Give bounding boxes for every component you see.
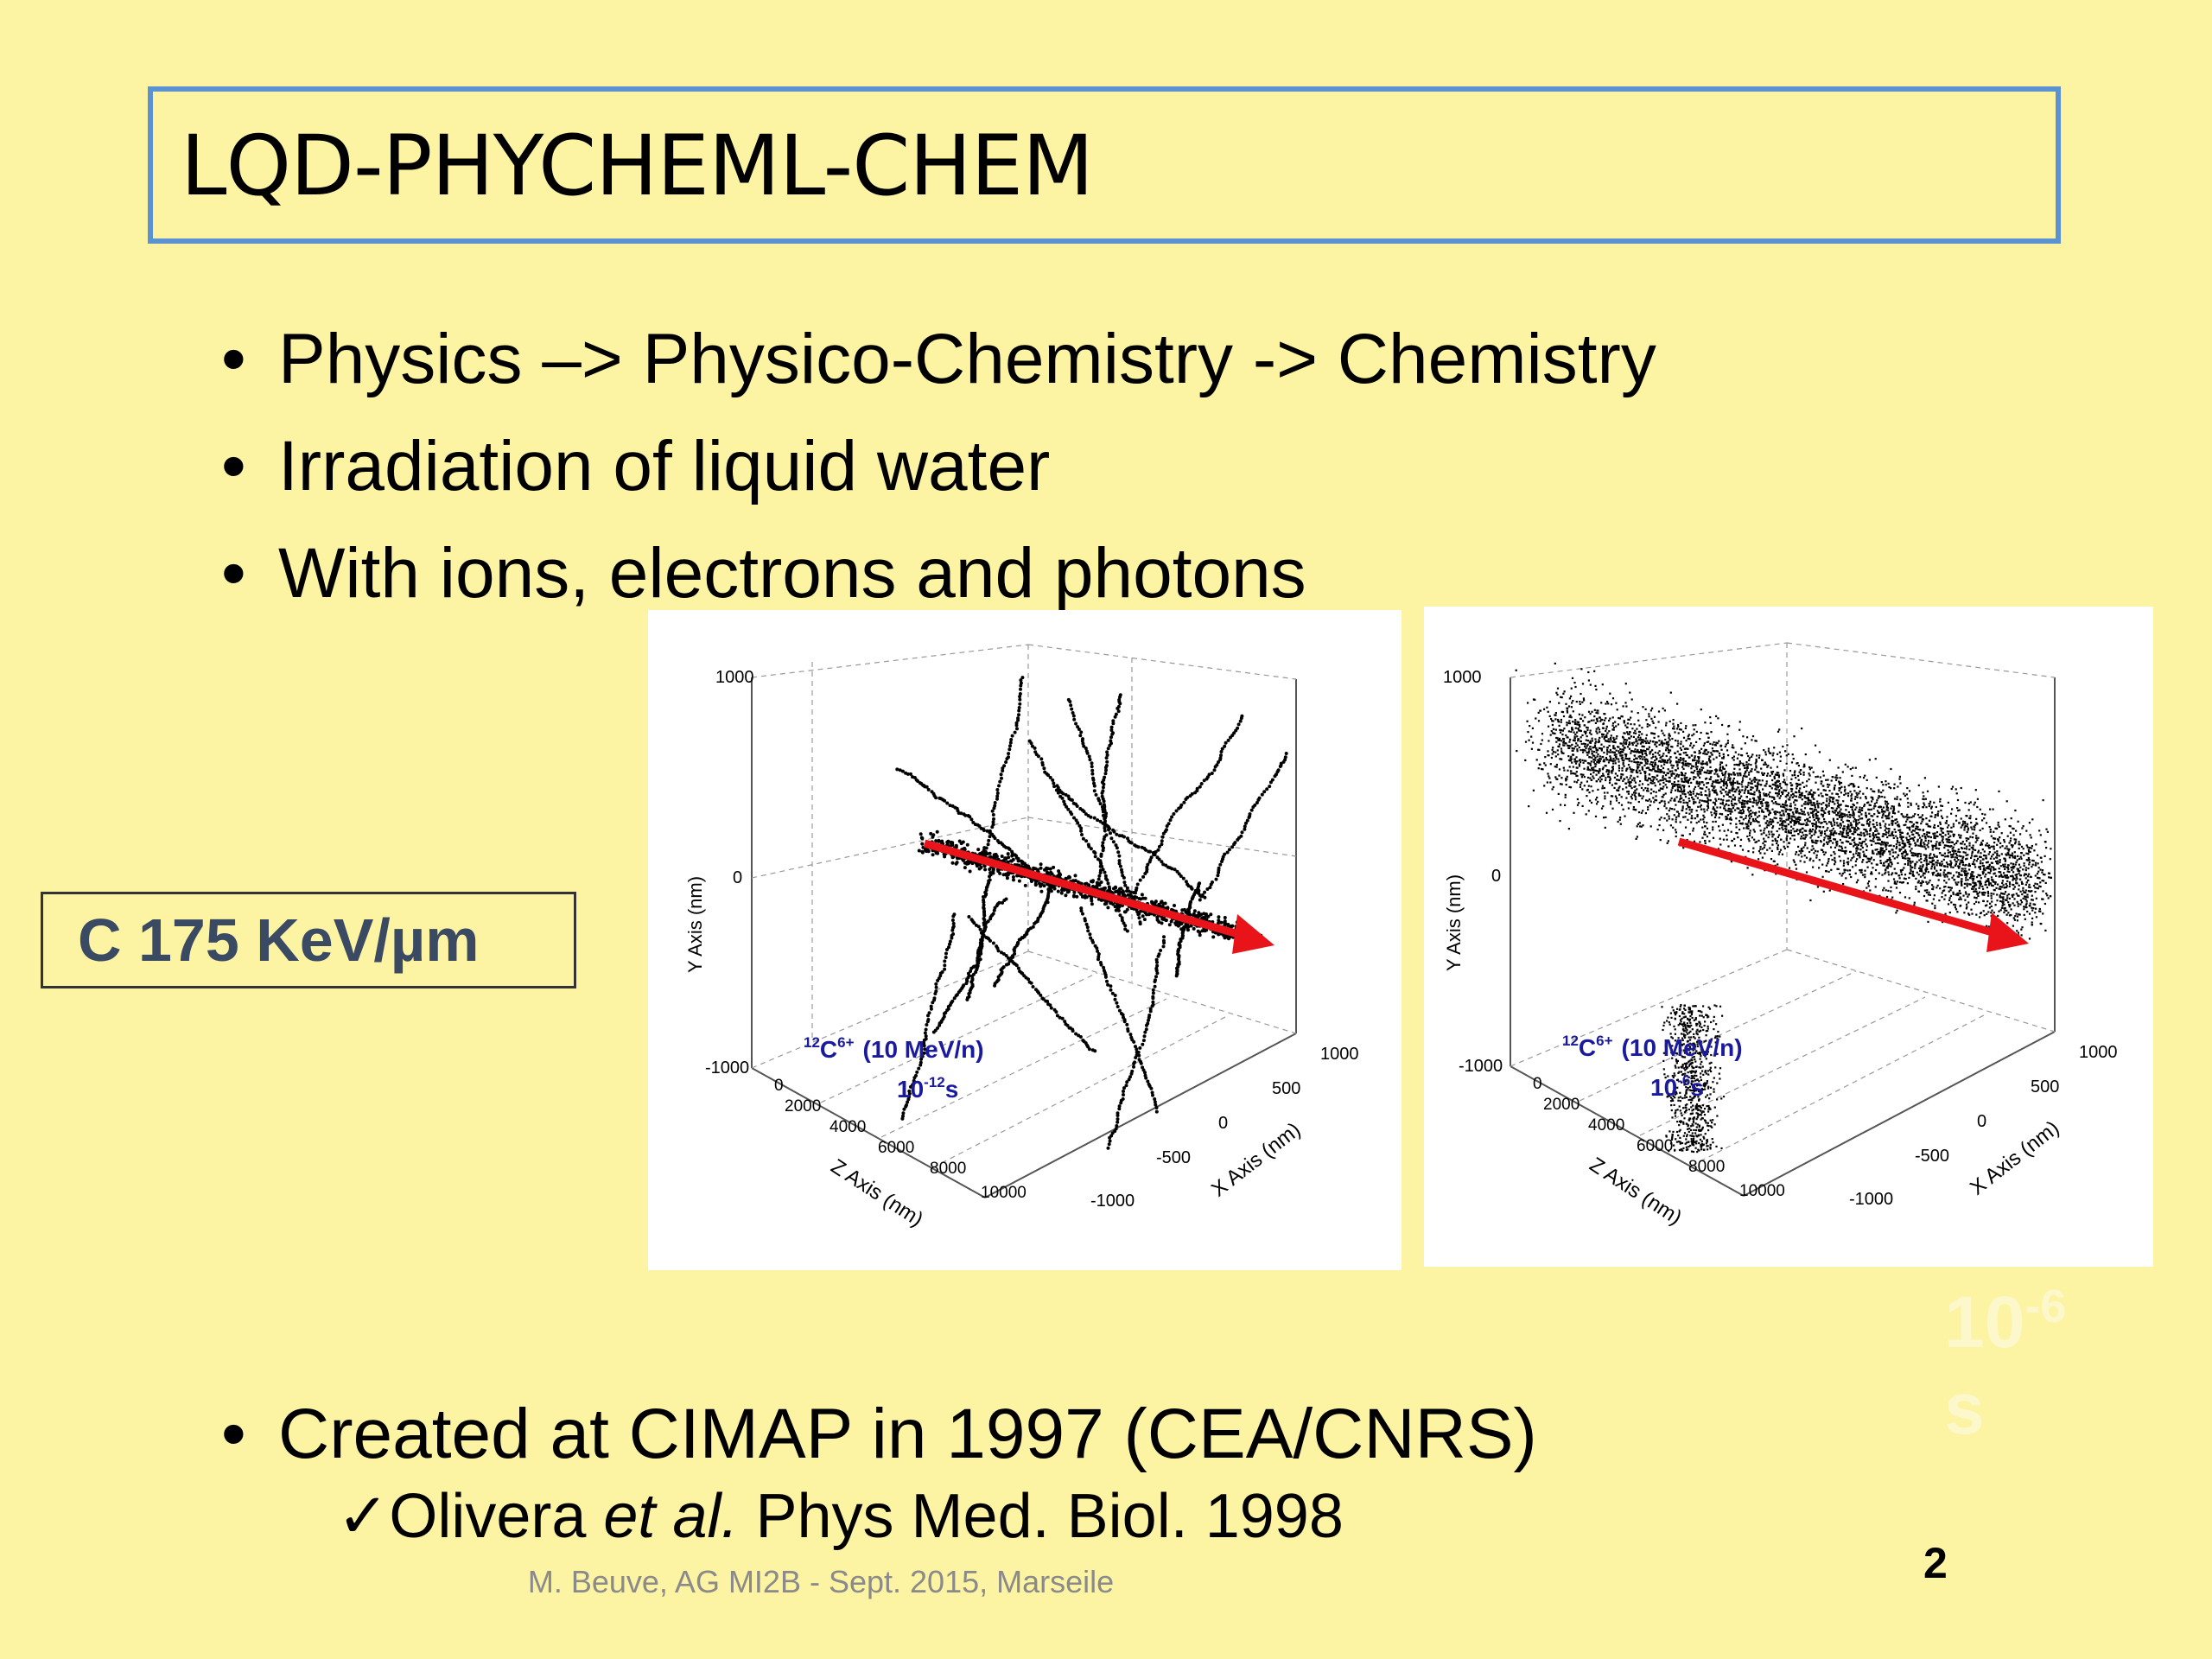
scatter-points bbox=[1515, 662, 2052, 1154]
ref-journal: Phys Med. Biol. 1998 bbox=[738, 1482, 1344, 1551]
z-tick: 8000 bbox=[1688, 1158, 1725, 1176]
faded-time-exponent: -6 bbox=[2024, 1281, 2067, 1332]
ion-charge: 6+ bbox=[1596, 1033, 1612, 1049]
bullet-3: • With ions, electrons and photons bbox=[221, 531, 1306, 617]
let-label-box: C 175 KeV/µm bbox=[41, 892, 576, 988]
reference-sub-bullet: ✓Olivera et al. Phys Med. Biol. 1998 bbox=[337, 1478, 1344, 1555]
y-axis-label: Y Axis (nm) bbox=[1443, 874, 1465, 971]
faded-time-unit: s bbox=[1944, 1368, 1985, 1449]
ion-charge: 6+ bbox=[837, 1034, 854, 1051]
y-tick: 0 bbox=[1491, 867, 1501, 886]
z-tick: 2000 bbox=[1543, 1096, 1580, 1114]
x-tick: 1000 bbox=[1320, 1045, 1359, 1064]
bullet-4: • Created at CIMAP in 1997 (CEA/CNRS) bbox=[221, 1391, 1537, 1478]
z-tick: 6000 bbox=[1637, 1137, 1673, 1155]
x-tick: -500 bbox=[1915, 1147, 1949, 1166]
bullet-dot: • bbox=[221, 427, 246, 505]
bullet-text: Physics –> Physico-Chemistry -> Chemistr… bbox=[278, 320, 1656, 398]
z-tick: 10000 bbox=[981, 1184, 1027, 1202]
x-tick: 500 bbox=[1272, 1079, 1300, 1098]
y-tick: 1000 bbox=[715, 668, 754, 687]
time-base: 10 bbox=[897, 1076, 924, 1103]
time-exponent: -12 bbox=[924, 1074, 945, 1090]
title-box: LQD-PHYCHEML-CHEM bbox=[148, 86, 2061, 244]
track-plot-1e-12s: 1000 0 -1000 Y Axis (nm) 0 2000 4000 600… bbox=[648, 610, 1402, 1270]
z-tick: 4000 bbox=[1588, 1116, 1624, 1135]
x-tick: -1000 bbox=[1849, 1190, 1893, 1209]
z-tick: 6000 bbox=[878, 1139, 914, 1157]
ion-mass: 12 bbox=[804, 1034, 820, 1051]
ion-mass: 12 bbox=[1562, 1033, 1579, 1049]
time-unit: s bbox=[945, 1076, 959, 1103]
ion-energy: (10 MeV/n) bbox=[1622, 1034, 1743, 1061]
ref-author: Olivera bbox=[389, 1482, 604, 1551]
x-tick: 500 bbox=[2031, 1077, 2059, 1096]
y-tick: 1000 bbox=[1443, 668, 1482, 687]
bullet-text: With ions, electrons and photons bbox=[278, 534, 1306, 613]
x-tick: 0 bbox=[1218, 1114, 1228, 1133]
time-label: 10-6s bbox=[1650, 1072, 1704, 1101]
ion-symbol: C bbox=[820, 1036, 837, 1063]
bullet-1: • Physics –> Physico-Chemistry -> Chemist… bbox=[221, 316, 1656, 403]
y-tick: -1000 bbox=[1459, 1057, 1503, 1076]
ion-label: 12C6+ (10 MeV/n) bbox=[804, 1034, 984, 1063]
ion-label: 12C6+ (10 MeV/n) bbox=[1562, 1033, 1743, 1061]
y-axis-label: Y Axis (nm) bbox=[684, 876, 706, 973]
ion-energy: (10 MeV/n) bbox=[863, 1036, 984, 1063]
plot-svg: 1000 0 -1000 Y Axis (nm) 0 2000 4000 600… bbox=[684, 644, 1359, 1231]
bullet-text: Created at CIMAP in 1997 (CEA/CNRS) bbox=[278, 1395, 1537, 1473]
time-unit: s bbox=[1690, 1074, 1704, 1101]
direction-arrow bbox=[923, 839, 1274, 954]
ion-symbol: C bbox=[1579, 1034, 1596, 1061]
time-label: 10-12s bbox=[897, 1074, 958, 1103]
z-tick: 10000 bbox=[1739, 1182, 1785, 1200]
z-tick: 4000 bbox=[830, 1118, 866, 1136]
slide-title: LQD-PHYCHEML-CHEM bbox=[181, 118, 1094, 214]
bullet-2: • Irradiation of liquid water bbox=[221, 423, 1050, 510]
x-tick: -1000 bbox=[1090, 1192, 1135, 1211]
x-tick: 1000 bbox=[2079, 1043, 2118, 1062]
bullet-dot: • bbox=[221, 1395, 246, 1473]
time-exponent: -6 bbox=[1677, 1072, 1690, 1089]
z-tick: 0 bbox=[1533, 1075, 1542, 1093]
y-tick: 0 bbox=[733, 868, 742, 887]
x-tick: -500 bbox=[1156, 1148, 1191, 1167]
z-axis-label: Z Axis (nm) bbox=[827, 1154, 927, 1231]
z-tick: 0 bbox=[774, 1077, 784, 1095]
faded-time-base: 10 bbox=[1944, 1281, 2025, 1363]
page-number: 2 bbox=[1923, 1539, 1948, 1587]
x-tick: 0 bbox=[1977, 1112, 1986, 1131]
bullet-dot: • bbox=[221, 534, 246, 613]
faded-time-label: 10-6 s bbox=[1944, 1263, 2066, 1452]
z-tick: 8000 bbox=[930, 1160, 966, 1178]
track-plot-1e-6s: 1000 0 -1000 Y Axis (nm) 0 2000 4000 600… bbox=[1424, 607, 2153, 1267]
y-tick: -1000 bbox=[705, 1058, 749, 1077]
ref-etal: et al. bbox=[603, 1482, 739, 1551]
z-tick: 2000 bbox=[785, 1097, 821, 1116]
bullet-text: Irradiation of liquid water bbox=[278, 427, 1051, 505]
direction-arrow bbox=[1677, 837, 2029, 952]
z-axis-label: Z Axis (nm) bbox=[1586, 1153, 1686, 1230]
check-icon: ✓ bbox=[337, 1482, 390, 1551]
bullet-dot: • bbox=[221, 320, 246, 398]
plot-svg: 1000 0 -1000 Y Axis (nm) 0 2000 4000 600… bbox=[1443, 642, 2118, 1230]
time-base: 10 bbox=[1650, 1074, 1677, 1101]
footer: M. Beuve, AG MI2B - Sept. 2015, Marseile bbox=[527, 1564, 1115, 1599]
